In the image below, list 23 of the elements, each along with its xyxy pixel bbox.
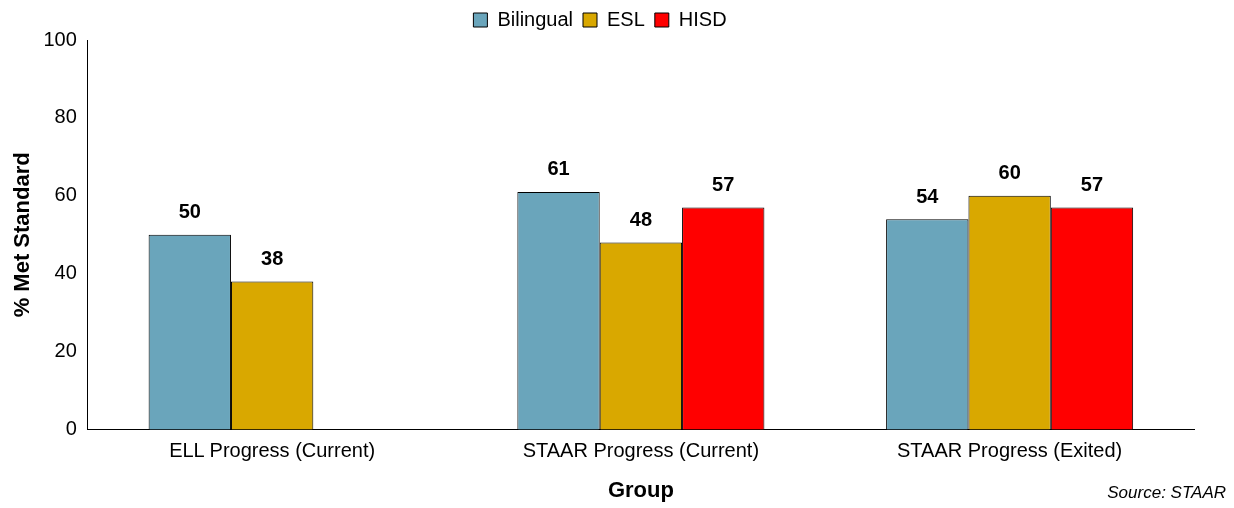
y-tick-label: 40	[54, 261, 77, 284]
data-label: 48	[629, 208, 653, 231]
x-tick-label: ELL Progress (Current)	[169, 439, 376, 462]
data-label: 38	[261, 247, 284, 270]
source-note: Source: STAAR	[1107, 483, 1226, 503]
x-axis-title: Group	[607, 476, 674, 502]
data-label: 61	[547, 157, 570, 180]
data-label: 57	[1080, 173, 1104, 196]
data-label: 54	[916, 184, 940, 207]
y-tick-label: 60	[54, 183, 77, 206]
x-tick-label: STAAR Progress (Exited)	[897, 439, 1123, 462]
legend-label: ESL	[607, 7, 645, 30]
data-label: 50	[178, 200, 201, 223]
x-tick-label: STAAR Progress (Current)	[522, 439, 760, 462]
y-tick-label: 20	[54, 339, 77, 362]
y-axis-title: % Met Standard	[9, 152, 35, 318]
legend-label: HISD	[678, 7, 727, 30]
y-tick-label: 0	[65, 417, 77, 440]
y-tick-label: 100	[43, 27, 77, 50]
data-label: 60	[998, 161, 1021, 184]
legend-label: Bilingual	[497, 7, 574, 30]
y-tick-label: 80	[54, 105, 77, 128]
data-label: 57	[712, 173, 735, 196]
